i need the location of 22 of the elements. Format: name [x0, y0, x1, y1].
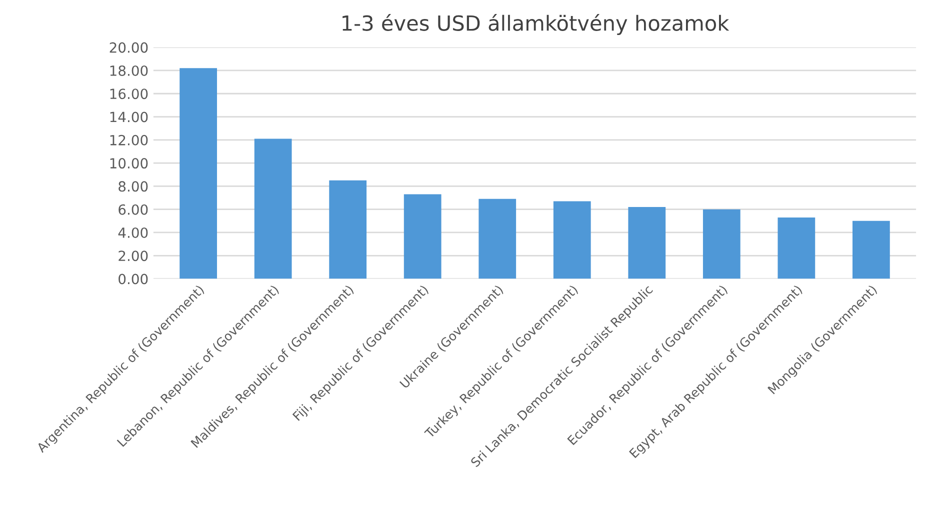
y-tick-label: 12.00 [110, 134, 148, 146]
bar [778, 217, 816, 279]
bar [329, 180, 367, 279]
y-tick-label: 0.00 [118, 274, 148, 284]
y-tick-label: 14.00 [110, 112, 148, 122]
y-tick-label: 2.00 [118, 250, 148, 262]
bar [254, 138, 292, 279]
bar [852, 220, 890, 279]
bar [702, 209, 740, 279]
bar [180, 68, 217, 279]
bar [628, 207, 666, 279]
y-tick-label: 16.00 [110, 88, 148, 100]
y-tick-label: 20.00 [110, 42, 148, 53]
y-tick-label: 18.00 [110, 65, 148, 76]
bar [478, 198, 516, 279]
chart-title: 1-3 éves USD államkötvény hozamok [342, 14, 730, 36]
bar [404, 194, 442, 279]
bar [553, 201, 591, 279]
y-tick-label: 8.00 [118, 181, 148, 192]
y-tick-label: 4.00 [118, 227, 148, 238]
y-tick-label: 10.00 [110, 158, 148, 169]
y-tick-label: 6.00 [118, 204, 148, 215]
